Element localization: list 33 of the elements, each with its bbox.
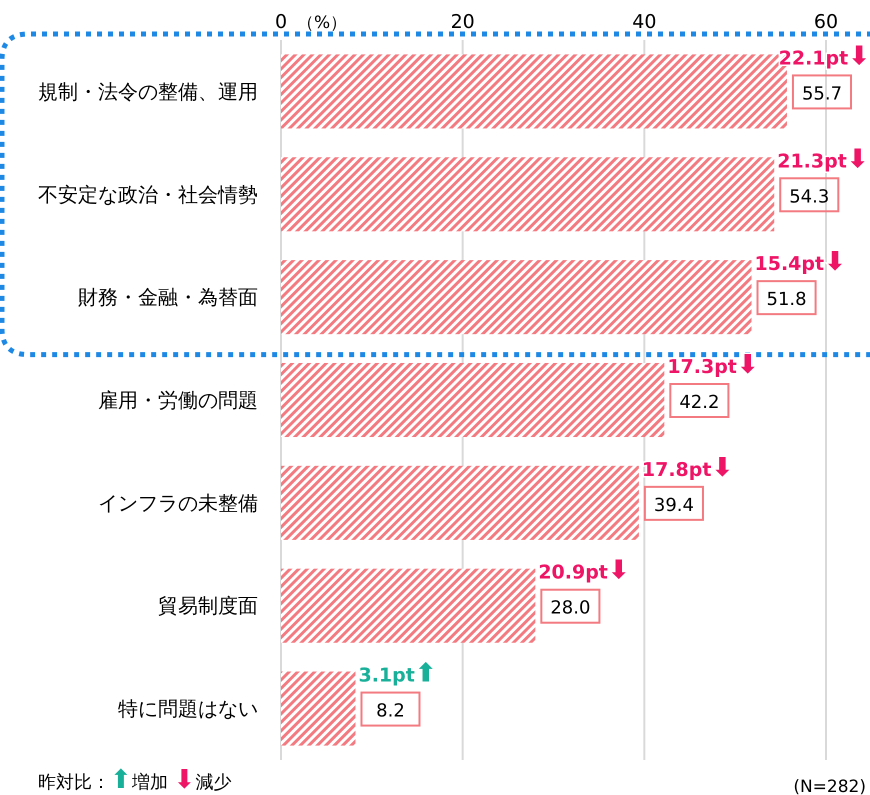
annotation: 21.3pt⬇ bbox=[777, 144, 869, 174]
data-label: 55.7 bbox=[802, 83, 842, 104]
annotation: 3.1pt⬆ bbox=[358, 658, 437, 689]
data-label: 51.8 bbox=[766, 289, 807, 310]
annotation: 15.4pt⬇ bbox=[754, 247, 846, 278]
annotation: 17.8pt⬇ bbox=[642, 452, 734, 483]
y-tick-label: 財務・金融・為替面 bbox=[78, 285, 258, 310]
bar bbox=[281, 672, 356, 746]
data-label: 28.0 bbox=[550, 598, 590, 619]
y-tick-label: 雇用・労働の問題 bbox=[98, 388, 258, 412]
text: (N=282) bbox=[793, 777, 866, 795]
y-tick-label: 不安定な政治・社会情勢 bbox=[38, 182, 258, 206]
data-label: 39.4 bbox=[654, 494, 694, 516]
bar bbox=[281, 466, 639, 540]
bar bbox=[281, 260, 752, 334]
y-tick-label: 規制・法令の整備、運用 bbox=[38, 79, 258, 104]
x-tick-label: 20 bbox=[450, 11, 475, 33]
x-tick-label: 0 bbox=[274, 11, 288, 33]
data-label: 42.2 bbox=[679, 392, 720, 413]
y-tick-label: インフラの未整備 bbox=[98, 490, 258, 515]
data-label: 54.3 bbox=[789, 186, 830, 208]
text: 昨対比：⬆増加 ⬇減少 bbox=[38, 765, 232, 795]
y-tick-label: 特に問題はない bbox=[118, 696, 258, 721]
data-label: 8.2 bbox=[376, 700, 405, 722]
bar bbox=[281, 568, 536, 643]
annotation: 17.3pt⬇ bbox=[667, 350, 759, 380]
x-tick-label: 40 bbox=[632, 11, 656, 33]
x-tick-label: 60 bbox=[814, 11, 838, 33]
y-tick-label: 貿易制度面 bbox=[158, 594, 258, 618]
bar bbox=[281, 362, 664, 438]
annotation: 20.9pt⬇ bbox=[538, 556, 630, 586]
bar bbox=[281, 157, 774, 232]
x-axis-title: （%） bbox=[297, 13, 348, 33]
